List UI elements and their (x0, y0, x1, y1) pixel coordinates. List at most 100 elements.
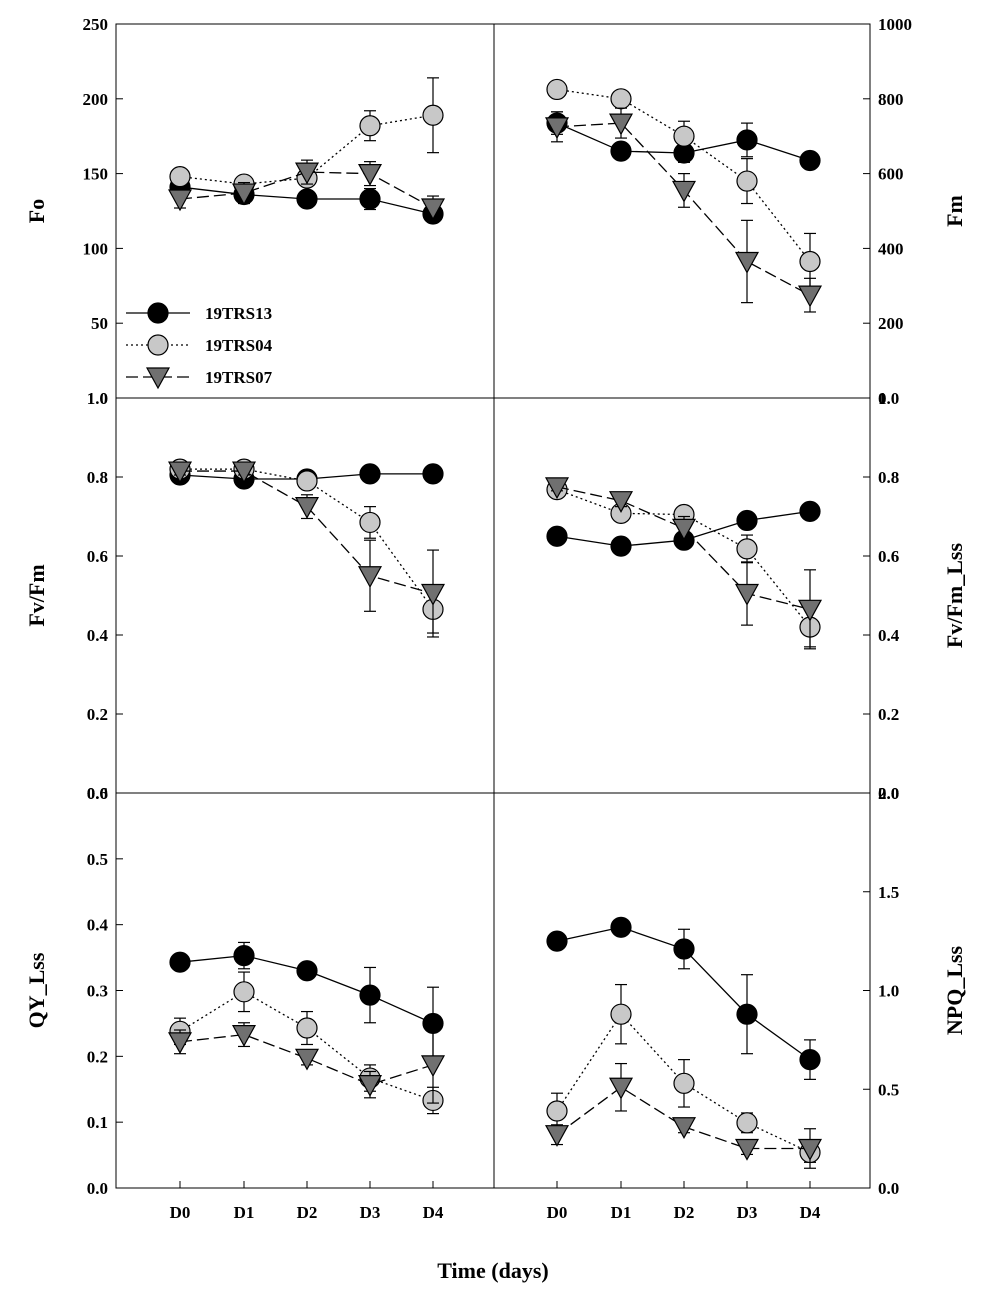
data-point (797, 285, 823, 308)
data-point (296, 1017, 318, 1039)
y-tick-label: 1.0 (878, 389, 899, 408)
data-point (610, 88, 632, 110)
series-19TRS07 (544, 107, 823, 313)
legend-item: 19TRS04 (126, 334, 273, 356)
y-tick-label: 0.8 (878, 468, 899, 487)
series-line (179, 991, 434, 1102)
data-point (734, 1138, 760, 1161)
x-tick-label: D2 (297, 1203, 318, 1222)
legend: 19TRS13 19TRS04 19TRS07 (126, 302, 273, 390)
data-point (420, 583, 446, 606)
data-point (420, 198, 446, 221)
y-axis-label: NPQ_Lss (942, 945, 967, 1035)
series-19TRS07 (167, 159, 446, 221)
data-point (799, 1049, 821, 1071)
data-point (734, 583, 760, 606)
data-point (608, 1077, 634, 1100)
data-point (734, 251, 760, 274)
chart-panel: 0.0 0.1 0.2 0.3 0.4 0.5 0.6 QY_Lss (24, 784, 446, 1198)
y-tick-label: 800 (878, 90, 904, 109)
series-19TRS07 (167, 461, 446, 638)
series-19TRS13 (546, 500, 821, 557)
data-point (169, 165, 191, 188)
y-tick-label: 0.4 (87, 626, 109, 645)
data-point (231, 183, 257, 206)
data-point (359, 463, 381, 485)
legend-marker (145, 367, 171, 390)
data-point (294, 1048, 320, 1071)
data-point (296, 960, 318, 982)
y-tick-label: 100 (83, 239, 109, 258)
data-point (544, 1125, 570, 1147)
y-tick-label: 600 (878, 165, 904, 184)
y-tick-label: 0 (878, 389, 887, 408)
x-tick-label: D3 (737, 1203, 758, 1222)
x-tick-label: D1 (234, 1203, 255, 1222)
chart-panel: 0.0 0.5 1.0 1.5 2.0 NPQ_Lss (544, 784, 967, 1198)
y-tick-label: 0.5 (878, 1080, 899, 1099)
data-point (736, 538, 758, 560)
data-point (797, 1138, 823, 1161)
data-point (231, 1025, 257, 1047)
data-point (546, 78, 568, 101)
series-19TRS13 (169, 941, 444, 1061)
data-point (296, 470, 318, 492)
series-19TRS04 (546, 983, 821, 1164)
data-point (799, 500, 821, 522)
y-tick-label: 0.6 (87, 547, 108, 566)
series-19TRS04 (546, 78, 821, 291)
y-tick-label: 0.6 (878, 547, 899, 566)
data-point (736, 129, 758, 151)
data-point (296, 188, 318, 210)
data-point (359, 188, 381, 210)
data-point (544, 477, 570, 500)
data-point (610, 1003, 632, 1025)
chart-panel: 0 200 400 600 800 1000 Fm (544, 15, 967, 408)
y-axis-label: Fm (942, 195, 967, 227)
data-point (422, 104, 444, 126)
data-point (799, 250, 821, 273)
y-tick-label: 0.8 (87, 468, 108, 487)
x-tick-label: D3 (360, 1203, 381, 1222)
data-point (420, 1055, 446, 1078)
data-point (736, 1003, 758, 1025)
series-19TRS04 (169, 458, 444, 634)
y-tick-label: 250 (83, 15, 109, 34)
y-tick-label: 0.2 (87, 705, 108, 724)
data-point (799, 149, 821, 172)
legend-item: 19TRS07 (126, 367, 273, 390)
data-point (357, 164, 383, 186)
y-tick-label: 0.4 (878, 626, 900, 645)
legend-label: 19TRS04 (205, 336, 273, 355)
plot-frame (115, 23, 871, 1189)
y-tick-label: 1000 (878, 15, 912, 34)
data-point (357, 566, 383, 588)
x-tick-label: D2 (674, 1203, 695, 1222)
y-tick-label: 0.6 (87, 784, 108, 803)
data-point (673, 938, 695, 960)
data-point (359, 115, 381, 137)
y-tick-label: 0.0 (878, 784, 899, 803)
y-tick-label: 2.0 (878, 784, 899, 803)
series-19TRS04 (546, 479, 821, 648)
data-point (294, 497, 320, 519)
series-line (179, 114, 434, 185)
y-tick-label: 0.0 (878, 1179, 899, 1198)
y-tick-label: 0 (100, 389, 109, 408)
chart-panel: 0.0 0.2 0.4 0.6 0.8 1.0 Fv/Fm (24, 389, 446, 803)
data-point (610, 916, 632, 938)
data-point (359, 511, 381, 534)
data-point (546, 525, 568, 547)
y-axis-label: Fv/Fm (24, 564, 49, 626)
series-19TRS07 (544, 1062, 823, 1169)
y-tick-label: 200 (878, 314, 904, 333)
legend-label: 19TRS13 (205, 304, 272, 323)
chart-panel: 0 50 100 150 200 250 Fo (24, 15, 446, 408)
y-tick-label: 0.2 (87, 1047, 108, 1066)
x-tick-label: D0 (170, 1203, 191, 1222)
y-tick-label: 1.0 (878, 982, 899, 1001)
y-tick-label: 0.1 (87, 1113, 108, 1132)
x-tick-label: D0 (547, 1203, 568, 1222)
y-tick-label: 400 (878, 239, 904, 258)
